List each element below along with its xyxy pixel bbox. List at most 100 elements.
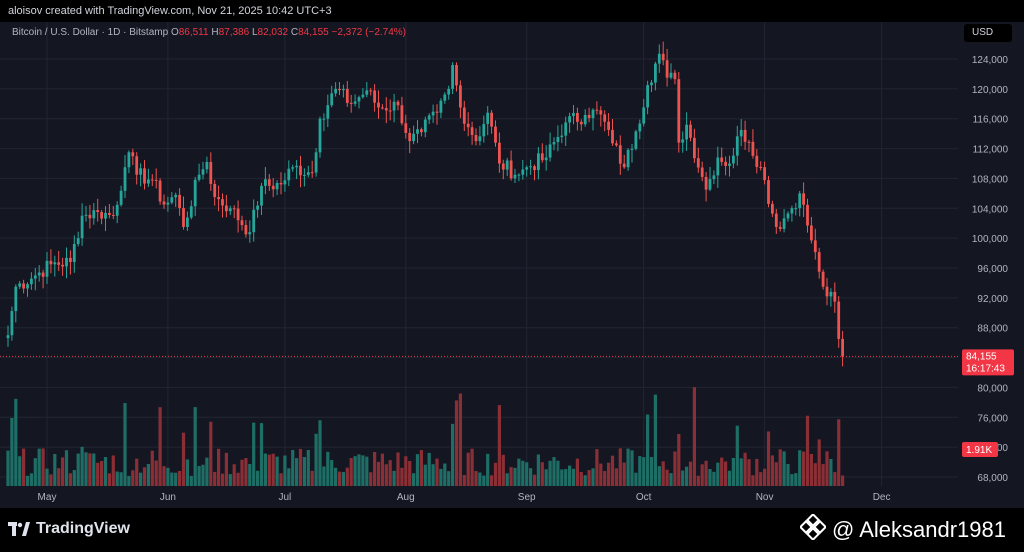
candle-body[interactable] (217, 197, 220, 200)
candle-body[interactable] (759, 166, 763, 168)
candle-body[interactable] (225, 205, 228, 212)
candle-body[interactable] (681, 139, 685, 143)
candle-body[interactable] (556, 136, 560, 143)
candle-body[interactable] (677, 79, 681, 143)
candle-body[interactable] (213, 183, 217, 198)
candle-body[interactable] (700, 167, 704, 177)
candle-body[interactable] (189, 206, 193, 218)
candle-body[interactable] (595, 109, 599, 111)
candle-body[interactable] (739, 129, 743, 137)
candle-body[interactable] (178, 194, 181, 209)
candle-body[interactable] (829, 291, 833, 297)
candle-body[interactable] (182, 208, 185, 227)
candle-body[interactable] (794, 208, 798, 210)
candle-body[interactable] (821, 271, 825, 287)
candle-body[interactable] (143, 168, 146, 184)
chart-panel[interactable] (0, 22, 1024, 508)
candle-body[interactable] (80, 215, 84, 239)
candle-body[interactable] (513, 174, 517, 179)
candle-body[interactable] (599, 110, 603, 115)
candle-body[interactable] (41, 272, 45, 277)
candle-body[interactable] (96, 210, 100, 213)
candle-body[interactable] (295, 165, 298, 168)
candle-body[interactable] (314, 152, 318, 173)
candle-body[interactable] (603, 114, 607, 122)
candle-body[interactable] (533, 166, 536, 171)
candle-body[interactable] (310, 172, 314, 174)
candle-body[interactable] (228, 208, 232, 212)
candle-body[interactable] (572, 112, 575, 117)
candle-body[interactable] (209, 162, 213, 184)
candle-body[interactable] (708, 179, 712, 190)
candle-body[interactable] (349, 102, 353, 104)
candle-body[interactable] (673, 72, 677, 80)
candle-body[interactable] (240, 220, 244, 226)
candle-body[interactable] (786, 213, 790, 219)
candle-body[interactable] (232, 208, 236, 210)
candle-body[interactable] (443, 94, 447, 101)
currency-selector[interactable]: USD (964, 24, 1012, 42)
candle-body[interactable] (537, 153, 540, 171)
candle-body[interactable] (14, 286, 18, 312)
candle-body[interactable] (420, 129, 423, 133)
candle-body[interactable] (466, 123, 470, 128)
candle-body[interactable] (712, 175, 716, 180)
candle-body[interactable] (287, 168, 291, 181)
candle-body[interactable] (139, 168, 142, 175)
candle-body[interactable] (630, 148, 634, 150)
candle-body[interactable] (392, 101, 396, 111)
candle-body[interactable] (318, 118, 322, 153)
candle-body[interactable] (30, 278, 33, 285)
candle-body[interactable] (544, 157, 548, 161)
candle-body[interactable] (751, 141, 755, 156)
candle-body[interactable] (505, 160, 509, 170)
candle-body[interactable] (396, 101, 400, 106)
candle-body[interactable] (552, 142, 556, 145)
candle-body[interactable] (365, 90, 369, 95)
candle-body[interactable] (560, 135, 564, 137)
candle-body[interactable] (490, 112, 493, 127)
candle-body[interactable] (498, 142, 501, 164)
candle-body[interactable] (166, 202, 170, 205)
candle-body[interactable] (755, 155, 759, 167)
candle-body[interactable] (84, 214, 88, 216)
candle-body[interactable] (53, 262, 57, 265)
candle-body[interactable] (61, 264, 64, 267)
candle-body[interactable] (693, 137, 696, 159)
candle-body[interactable] (447, 88, 451, 95)
candle-body[interactable] (618, 145, 622, 164)
candle-body[interactable] (186, 217, 189, 227)
candle-body[interactable] (135, 156, 139, 175)
candle-body[interactable] (416, 129, 419, 134)
candle-body[interactable] (45, 260, 49, 277)
candle-body[interactable] (459, 85, 462, 108)
candle-body[interactable] (802, 193, 805, 205)
candle-body[interactable] (388, 110, 392, 112)
candle-body[interactable] (548, 144, 552, 158)
candle-body[interactable] (115, 204, 119, 216)
candle-body[interactable] (564, 122, 568, 136)
candle-body[interactable] (193, 179, 197, 207)
candle-body[interactable] (197, 174, 201, 180)
candle-body[interactable] (470, 127, 474, 136)
candle-body[interactable] (283, 180, 287, 185)
candle-body[interactable] (451, 64, 454, 89)
candle-body[interactable] (798, 193, 802, 209)
candle-body[interactable] (540, 153, 544, 161)
candle-body[interactable] (634, 131, 638, 149)
candle-body[interactable] (431, 111, 435, 116)
candle-body[interactable] (650, 82, 653, 86)
candle-body[interactable] (408, 132, 412, 142)
candle-body[interactable] (724, 161, 727, 166)
candle-body[interactable] (657, 53, 661, 64)
candle-body[interactable] (76, 238, 80, 245)
candle-body[interactable] (10, 311, 14, 336)
candle-body[interactable] (72, 244, 76, 263)
candle-body[interactable] (104, 212, 107, 219)
candle-body[interactable] (400, 105, 404, 124)
candle-body[interactable] (162, 201, 166, 205)
candle-body[interactable] (478, 136, 482, 142)
candle-body[interactable] (221, 199, 224, 206)
candle-body[interactable] (462, 107, 466, 124)
candle-body[interactable] (696, 158, 700, 168)
